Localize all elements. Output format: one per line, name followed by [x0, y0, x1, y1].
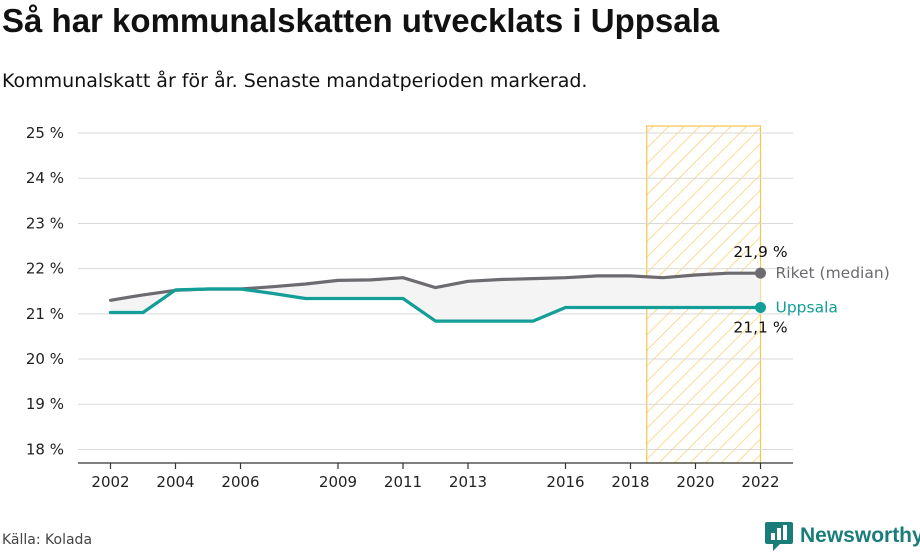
- x-tick-label: 2002: [91, 473, 129, 491]
- x-axis: [78, 462, 793, 469]
- x-tick-label: 2020: [676, 473, 714, 491]
- x-tick-label: 2006: [221, 473, 259, 491]
- y-tick-label: 19 %: [26, 395, 64, 413]
- brand-logo: Newsworthy: [764, 519, 920, 553]
- x-tick-label: 2013: [449, 473, 487, 491]
- y-tick-label: 21 %: [26, 305, 64, 323]
- chart-title: Så har kommunalskatten utvecklats i Upps…: [2, 2, 720, 39]
- y-tick-label: 24 %: [26, 169, 64, 187]
- series-lines: [108, 271, 763, 323]
- difference-area: [110, 273, 761, 322]
- x-tick-label: 2016: [546, 473, 584, 491]
- series-name-label: Riket (median): [776, 264, 890, 282]
- x-tick-label: 2018: [611, 473, 649, 491]
- y-gridlines: [78, 132, 793, 450]
- series-end-markers: Riket (median) 21,9 % Uppsala 21,1 %: [733, 243, 889, 336]
- y-tick-label: 20 %: [26, 350, 64, 368]
- difference-fill: [110, 273, 761, 322]
- x-tick-label: 2004: [156, 473, 194, 491]
- brand-name: Newsworthy: [800, 524, 920, 547]
- y-axis-labels: 18 % 19 % 20 % 21 % 22 % 23 % 24 % 25 %: [26, 124, 64, 458]
- y-tick-label: 23 %: [26, 214, 64, 232]
- series-line: [108, 287, 763, 323]
- chart-subtitle: Kommunalskatt år för år. Senaste mandatp…: [2, 70, 588, 92]
- series-value-label: 21,9 %: [733, 243, 787, 261]
- y-tick-label: 25 %: [26, 124, 64, 142]
- x-tick-label: 2009: [319, 473, 357, 491]
- y-tick-label: 18 %: [26, 440, 64, 458]
- x-axis-labels: 2002 2004 2006 2009 2011 2013 2016 2018 2020 2022: [91, 473, 779, 491]
- y-tick-label: 22 %: [26, 260, 64, 278]
- source-note: Källa: Kolada: [2, 532, 93, 548]
- line-chart: 18 %19 %20 %21 %22 %23 %24 %25 % 2002 200…: [26, 124, 890, 491]
- series-end-point: [755, 302, 766, 314]
- newsworthy-chart-logo-icon: [765, 522, 793, 551]
- x-tick-label: 2011: [384, 473, 422, 491]
- x-tick-label: 2022: [741, 473, 779, 491]
- series-name-label: Uppsala: [776, 299, 838, 317]
- series-end-point: [755, 267, 766, 279]
- series-value-label: 21,1 %: [733, 319, 787, 337]
